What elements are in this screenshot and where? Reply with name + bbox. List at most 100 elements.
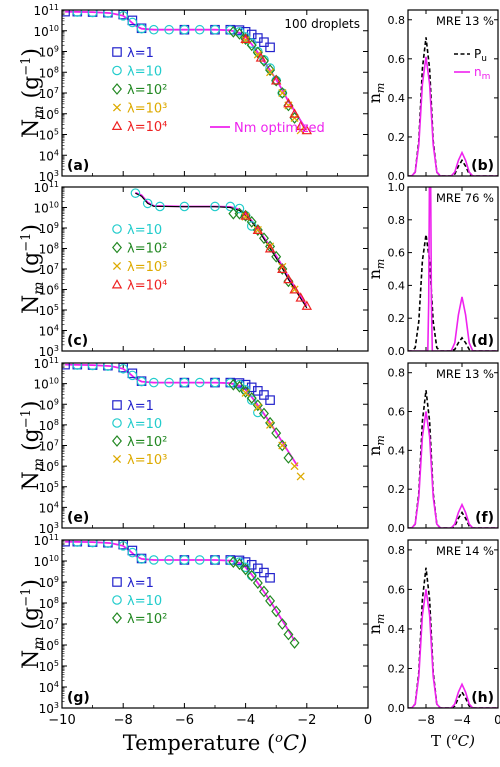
data-point (62, 363, 70, 370)
plot-frame (61, 186, 369, 352)
x-tick-label: −2 (297, 713, 316, 728)
legend-label: λ=10 (127, 417, 162, 432)
data-point (164, 555, 174, 565)
data-point (277, 87, 288, 99)
data-point (265, 594, 276, 607)
legend: λ=1 λ=10 λ=10² (112, 576, 167, 627)
data-point (258, 407, 269, 420)
x-tick-label: −8 (114, 713, 133, 728)
legend-marker (112, 47, 122, 57)
data-point (271, 427, 282, 440)
data-point (301, 124, 313, 135)
y-tick-label: 105 (39, 303, 59, 318)
series-group (408, 567, 498, 708)
data-point (283, 273, 294, 284)
legend: λ=10 λ=10² λ=10³ λ=10⁴ (111, 223, 167, 294)
data-point (234, 380, 245, 393)
y-tick-label: 0.0 (388, 702, 406, 715)
data-point (295, 292, 306, 302)
y-tick-label: 106 (39, 638, 59, 653)
data-point (277, 439, 288, 452)
data-point (62, 10, 70, 17)
legend-marker (112, 103, 122, 112)
data-point (258, 585, 269, 598)
series-group (130, 188, 313, 310)
data-point (255, 52, 267, 62)
legend-label: λ=10² (127, 435, 167, 450)
y-tick-label: 1.0 (388, 181, 406, 194)
y-tick-label: 1011 (34, 533, 59, 548)
data-point (240, 563, 251, 576)
data-point (87, 540, 98, 548)
data-point (278, 441, 287, 450)
data-point (246, 382, 257, 393)
data-point (127, 370, 138, 381)
y-tick-label: 103 (39, 169, 59, 184)
data-point (259, 390, 269, 400)
y-tick-label: 0.6 (388, 53, 406, 66)
y-tick-label: 105 (39, 659, 59, 674)
y-tick-label: 0.4 (388, 623, 406, 636)
legend-label: λ=10 (127, 594, 162, 609)
data-point (278, 88, 287, 98)
series-line (65, 10, 308, 131)
y-tick-label: 109 (39, 397, 59, 412)
data-point (194, 377, 205, 388)
y-tick-label: 108 (39, 65, 59, 80)
legend-marker (112, 241, 122, 254)
data-point (149, 24, 159, 35)
data-point (264, 243, 276, 253)
series-group (408, 390, 498, 528)
panel-3: 0.0 0.2 0.4 0.6 0.8 1.0 nm (d) MRE 76 % (365, 181, 499, 358)
y-tick-label: 0.4 (388, 444, 406, 457)
x-tick-label: −4 (236, 713, 255, 728)
y-tick-label: 108 (39, 418, 59, 433)
annotation: MRE 14 % (436, 544, 494, 558)
data-point (234, 203, 245, 214)
y-tick-label: 107 (39, 262, 59, 277)
y-tick-label: 0.6 (388, 406, 406, 419)
data-point (266, 68, 275, 77)
data-point (234, 558, 245, 571)
data-point (289, 111, 300, 124)
data-point (246, 569, 257, 582)
data-point (253, 50, 262, 59)
data-point (259, 37, 269, 47)
data-point (136, 376, 147, 387)
y-tick-label: 107 (39, 617, 59, 632)
y-tick-label: 103 (39, 344, 59, 359)
y-tick-label: 0.8 (388, 544, 406, 557)
y-tick-label: 109 (39, 575, 59, 590)
y-tick-label: 0.6 (388, 583, 406, 596)
y-tick-label: 0.4 (388, 279, 406, 292)
legend-label: nm (474, 65, 490, 82)
data-point (290, 462, 299, 471)
series-line (408, 411, 498, 528)
legend-label: λ=10³ (127, 453, 167, 468)
data-point (228, 25, 239, 38)
legend-marker (112, 435, 122, 447)
legend: λ=1 λ=10 λ=10² λ=10³ (112, 399, 167, 468)
y-tick-label: 1011 (34, 3, 59, 18)
y-tick-label: 0.6 (388, 247, 406, 260)
legend-label: λ=10³ (127, 260, 167, 275)
y-tick-label: 106 (39, 459, 59, 474)
y-tick-label: 0.0 (388, 345, 406, 358)
series-line (65, 540, 296, 642)
panel-4: 103 104 105 106 107 108 109 1010 1011 Nm (g−1) (e)… (19, 356, 369, 536)
legend-marker (112, 595, 122, 605)
data-point (258, 232, 269, 245)
legend-marker (112, 454, 122, 464)
y-tick-label: 104 (39, 324, 59, 339)
y-tick-label: 0.2 (388, 312, 406, 325)
y-axis-label: nm (365, 259, 387, 280)
legend-marker (112, 224, 122, 234)
legend-marker (112, 83, 122, 95)
data-point (258, 54, 269, 67)
legend-marker (112, 65, 122, 76)
y-axis-label: Nm (g−1) (19, 401, 47, 491)
data-point (289, 284, 300, 294)
panel-label: (d) (471, 333, 494, 349)
series-line (408, 56, 498, 176)
x-tick-label: −6 (175, 713, 194, 728)
